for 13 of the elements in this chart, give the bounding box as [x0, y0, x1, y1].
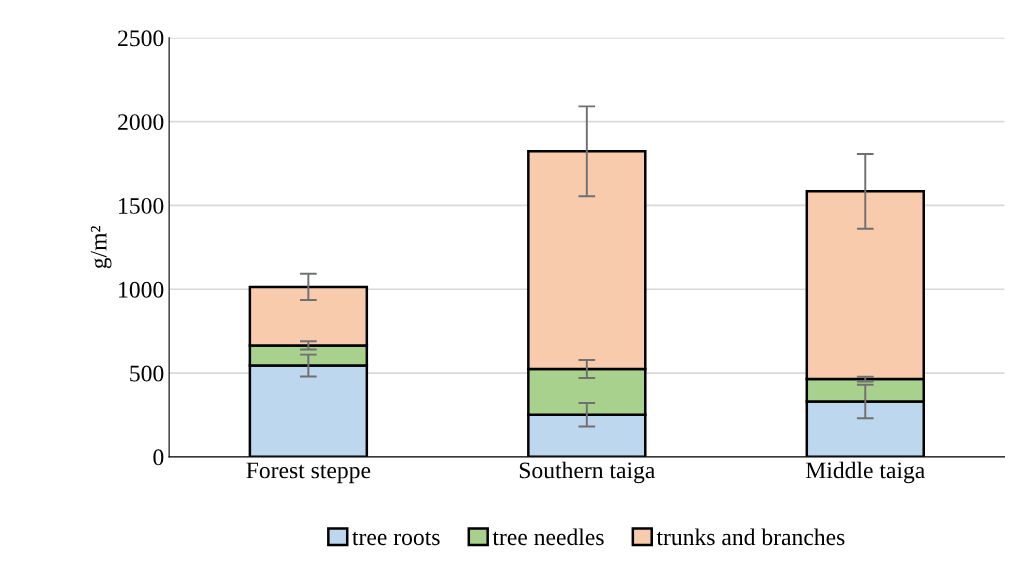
x-tick-label: Southern taiga — [519, 461, 656, 484]
legend-label: tree roots — [352, 531, 440, 546]
y-axis-title: g/m² — [90, 225, 112, 269]
y-tick-label: 1500 — [119, 197, 164, 214]
legend-label: trunks and branches — [656, 528, 845, 546]
y-tick-label: 2000 — [118, 114, 164, 131]
y-tick-label: 500 — [130, 365, 164, 382]
y-tick-label: 1000 — [119, 281, 164, 298]
y-tick-label: 2500 — [118, 30, 164, 47]
legend-label: tree needles — [492, 528, 604, 546]
x-tick-label: Middle taiga — [805, 461, 925, 484]
x-tick-label: Forest steppe — [246, 462, 371, 484]
y-tick-label: 0 — [153, 449, 164, 466]
